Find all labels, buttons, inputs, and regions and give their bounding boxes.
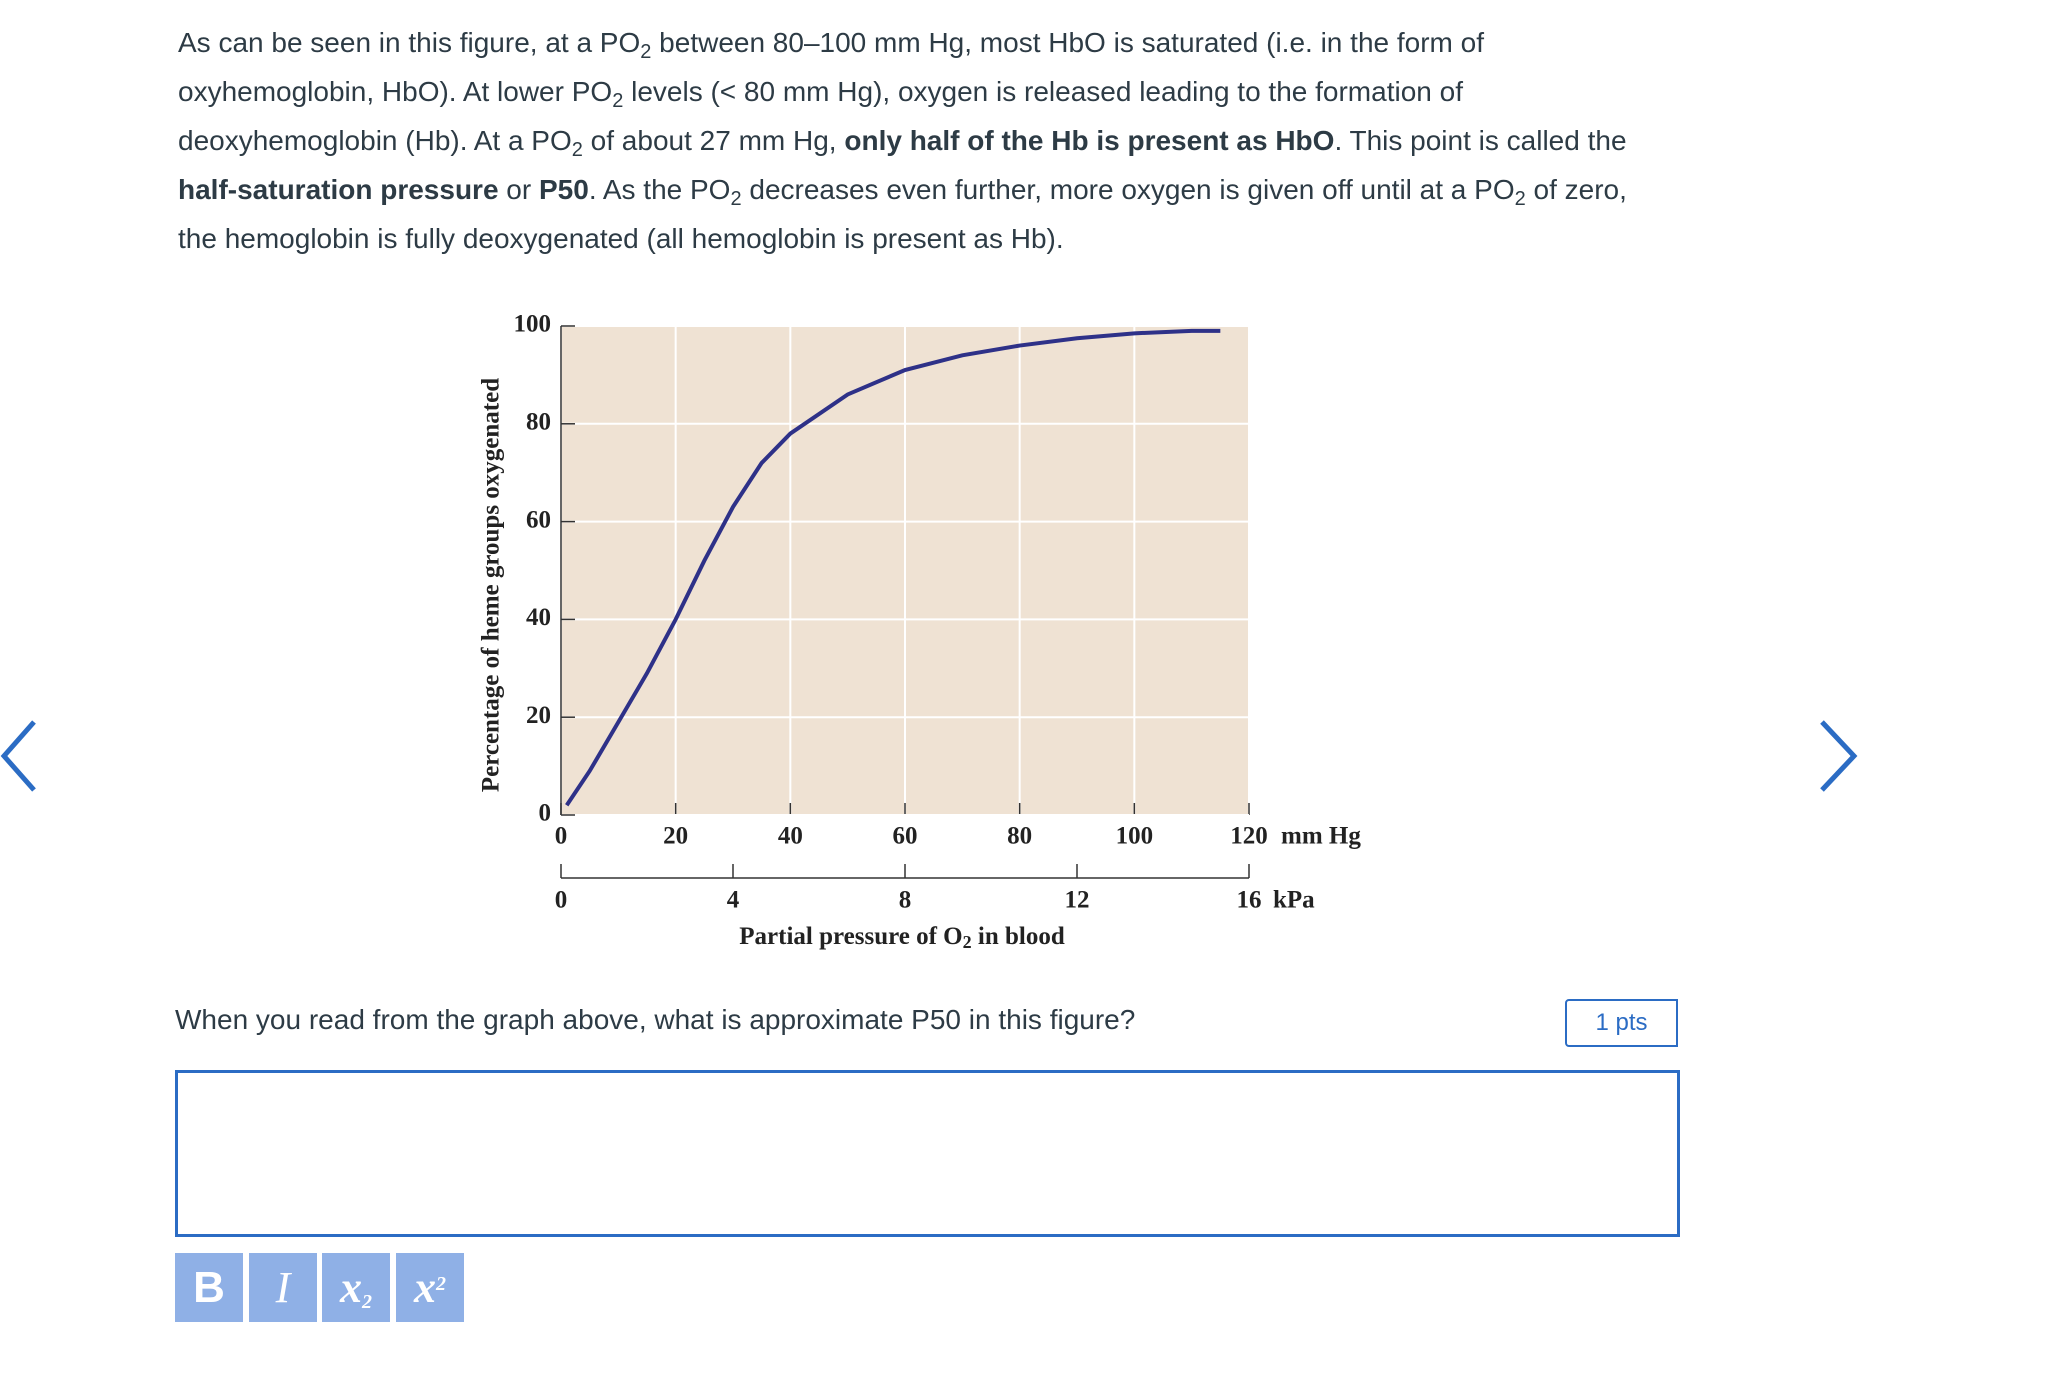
- x2-tick-label: 0: [555, 887, 568, 914]
- arrow-icon: [1820, 720, 1858, 792]
- y-tick-label: 60: [526, 506, 551, 533]
- superscript-button[interactable]: x2: [396, 1253, 464, 1322]
- text: between 80–100 mm Hg, most HbO is satura…: [178, 27, 1484, 107]
- text: Partial pressure of O: [739, 923, 962, 950]
- x-tick-label: 40: [778, 823, 803, 850]
- arrow-icon: [0, 720, 36, 792]
- text: x: [340, 1263, 362, 1312]
- y-tick-label: 100: [514, 311, 552, 338]
- x2-tick-label: 12: [1065, 887, 1090, 914]
- bold-text: P50: [539, 174, 589, 205]
- text: of about 27 mm Hg,: [582, 125, 845, 156]
- subscript: 2: [362, 1291, 372, 1313]
- bold-text: half-saturation pressure: [178, 174, 499, 205]
- x-tick-label: 60: [893, 823, 918, 850]
- x-tick-label: 120: [1230, 823, 1268, 850]
- superscript: 2: [436, 1273, 446, 1295]
- text: . This point is called the: [1334, 125, 1627, 156]
- x2-tick-label: 16: [1237, 887, 1262, 914]
- x2-tick-label: 4: [727, 887, 740, 914]
- x-tick-label: 80: [1007, 823, 1032, 850]
- curve: [565, 328, 1221, 807]
- subscript: 2: [1514, 188, 1526, 210]
- chart: Percentage of heme groups oxygenated Par…: [478, 311, 1362, 952]
- subscript: 2: [963, 932, 972, 952]
- text: in blood: [972, 923, 1065, 950]
- x2-unit-label: kPa: [1273, 887, 1315, 914]
- x-tick-label: 100: [1116, 823, 1154, 850]
- y-tick-label: 0: [539, 800, 552, 827]
- subscript: 2: [640, 41, 652, 63]
- text: . As the PO: [588, 174, 731, 205]
- next-arrow[interactable]: [1816, 718, 1860, 794]
- previous-arrow[interactable]: [0, 718, 40, 794]
- y-axis-title: Percentage of heme groups oxygenated: [478, 378, 505, 792]
- text: or: [498, 174, 539, 205]
- x2-tick-label: 8: [899, 887, 912, 914]
- y-tick-label: 20: [526, 702, 551, 729]
- text: decreases even further, more oxygen is g…: [741, 174, 1515, 205]
- subscript: 2: [612, 90, 624, 112]
- answer-box[interactable]: [175, 1070, 1680, 1237]
- x-unit-label: mm Hg: [1281, 823, 1361, 850]
- bold-button[interactable]: B: [175, 1253, 243, 1322]
- subscript: 2: [571, 139, 583, 161]
- question: When you read from the graph above, what…: [175, 1004, 1136, 1035]
- intro-paragraph: As can be seen in this figure, at a PO2 …: [178, 18, 1668, 263]
- text: x: [414, 1263, 436, 1312]
- points-badge: 1 pts: [1565, 999, 1678, 1047]
- subscript: 2: [730, 188, 742, 210]
- text: levels (< 80 mm Hg), oxygen is released …: [178, 76, 1463, 156]
- text: As can be seen in this figure, at a PO: [178, 27, 641, 58]
- italic-button[interactable]: I: [249, 1253, 317, 1322]
- x-tick-label: 0: [555, 823, 568, 850]
- y-tick-label: 80: [526, 409, 551, 436]
- bold-text: only half of the Hb is present as HbO: [844, 125, 1335, 156]
- text: of zero, the hemoglobin is fully deoxyge…: [178, 174, 1627, 254]
- subscript-button[interactable]: x2: [322, 1253, 390, 1322]
- x-tick-label: 20: [663, 823, 688, 850]
- x-axis-title: Partial pressure of O2 in blood: [739, 923, 1065, 952]
- y-tick-label: 40: [526, 604, 551, 631]
